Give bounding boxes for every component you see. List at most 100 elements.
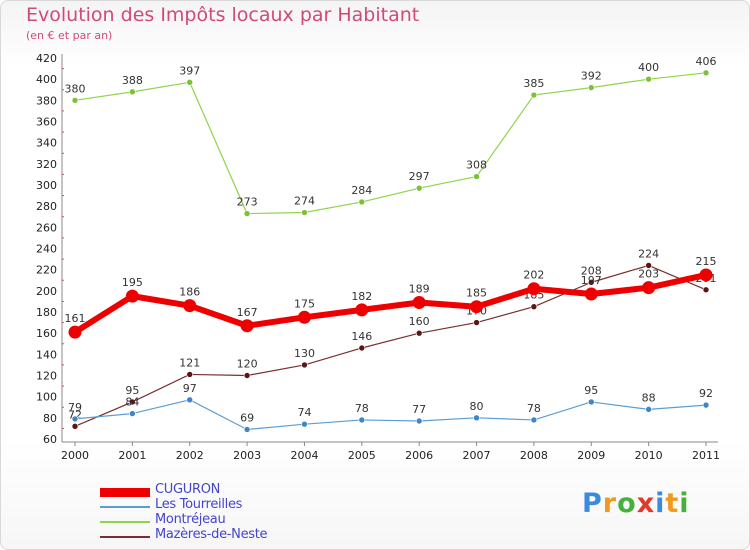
data-point-mazeres-de-neste <box>587 279 595 286</box>
data-label-les-tourreilles: 74 <box>297 406 311 419</box>
chart-subtitle: (en € et par an) <box>26 29 113 42</box>
data-point-montrejeau <box>415 184 423 192</box>
data-label-montrejeau: 392 <box>581 70 602 83</box>
logo-letter: o <box>617 488 637 519</box>
data-label-cuguron: 197 <box>581 274 602 287</box>
data-label-cuguron: 161 <box>65 312 86 325</box>
data-point-les-tourreilles <box>129 410 136 417</box>
y-tick-label: 160 <box>36 327 57 340</box>
data-label-montrejeau: 400 <box>638 61 659 74</box>
y-tick-label: 360 <box>36 116 57 129</box>
data-label-montrejeau: 308 <box>466 159 487 172</box>
data-label-montrejeau: 397 <box>179 64 200 77</box>
data-label-les-tourreilles: 80 <box>470 400 484 413</box>
x-tick-label: 2002 <box>176 449 204 462</box>
data-point-cuguron <box>527 282 541 296</box>
data-label-montrejeau: 297 <box>409 170 430 183</box>
x-tick-label: 2006 <box>405 449 433 462</box>
y-tick-label: 220 <box>36 264 57 277</box>
data-label-mazeres-de-neste: 224 <box>638 247 659 260</box>
y-tick-label: 140 <box>36 348 57 361</box>
legend-label: Les Tourreilles <box>155 497 243 512</box>
y-tick-label: 420 <box>36 52 57 65</box>
data-label-mazeres-de-neste: 121 <box>179 356 200 369</box>
data-label-montrejeau: 273 <box>237 196 258 209</box>
data-point-cuguron <box>297 310 311 324</box>
series-line-cuguron <box>72 271 709 336</box>
x-tick-label: 2009 <box>577 449 605 462</box>
data-label-cuguron: 189 <box>409 282 430 295</box>
x-tick-label: 2011 <box>692 449 720 462</box>
data-point-cuguron <box>699 268 713 282</box>
x-tick-label: 2008 <box>520 449 548 462</box>
data-point-cuguron <box>68 325 82 339</box>
data-label-cuguron: 186 <box>179 286 200 299</box>
y-tick-label: 400 <box>36 73 57 86</box>
data-label-montrejeau: 388 <box>122 74 143 87</box>
data-label-cuguron: 182 <box>351 290 372 303</box>
x-tick-label: 2005 <box>348 449 376 462</box>
data-label-montrejeau: 274 <box>294 195 315 208</box>
x-tick-label: 2007 <box>463 449 491 462</box>
data-point-montrejeau <box>587 84 595 91</box>
x-tick-label: 2001 <box>118 449 146 462</box>
data-point-montrejeau <box>129 88 136 96</box>
data-label-mazeres-de-neste: 120 <box>237 358 258 371</box>
data-point-mazeres-de-neste <box>186 371 194 378</box>
y-tick-label: 240 <box>36 243 57 256</box>
data-point-mazeres-de-neste <box>473 319 480 326</box>
data-label-cuguron: 175 <box>294 297 315 310</box>
data-point-mazeres-de-neste <box>129 398 136 406</box>
data-point-montrejeau <box>645 75 652 83</box>
data-point-les-tourreilles <box>415 417 423 425</box>
data-point-cuguron <box>183 299 197 313</box>
data-point-les-tourreilles <box>702 401 710 409</box>
data-label-cuguron: 202 <box>523 269 544 282</box>
legend-label: Mazères-de-Neste <box>155 527 268 542</box>
data-label-cuguron: 185 <box>466 287 487 300</box>
data-point-montrejeau <box>186 79 194 86</box>
data-label-montrejeau: 284 <box>351 184 372 197</box>
data-point-montrejeau <box>301 209 308 216</box>
data-label-mazeres-de-neste: 95 <box>125 384 139 397</box>
data-point-les-tourreilles <box>587 398 595 406</box>
data-point-les-tourreilles <box>358 416 366 424</box>
logo-letter: i <box>655 488 666 519</box>
data-label-les-tourreilles: 69 <box>240 411 254 424</box>
data-label-cuguron: 215 <box>696 255 717 268</box>
y-tick-label: 200 <box>36 285 57 298</box>
y-tick-label: 180 <box>36 306 57 319</box>
data-label-montrejeau: 385 <box>523 77 544 90</box>
data-label-les-tourreilles: 95 <box>584 384 598 397</box>
legend-label: Montréjeau <box>155 512 226 527</box>
y-tick-label: 340 <box>36 137 57 150</box>
logo-letter: t <box>665 488 680 519</box>
data-point-mazeres-de-neste <box>301 361 308 369</box>
x-tick-label: 2010 <box>635 449 663 462</box>
data-point-les-tourreilles <box>71 415 79 423</box>
y-tick-label: 60 <box>43 433 57 446</box>
data-label-les-tourreilles: 78 <box>527 402 541 415</box>
data-label-cuguron: 195 <box>122 276 143 289</box>
logo-letter: i <box>679 488 690 519</box>
logo-letter: x <box>636 488 656 519</box>
data-point-les-tourreilles <box>243 426 251 433</box>
data-label-les-tourreilles: 88 <box>642 391 656 404</box>
data-label-mazeres-de-neste: 130 <box>294 347 315 360</box>
data-label-montrejeau: 380 <box>65 82 86 95</box>
data-point-montrejeau <box>358 198 366 206</box>
data-point-montrejeau <box>530 91 538 99</box>
data-point-mazeres-de-neste <box>530 303 538 311</box>
x-tick-label: 2004 <box>290 449 318 462</box>
data-point-montrejeau <box>702 69 710 77</box>
logo-letter: P <box>582 488 603 519</box>
data-label-cuguron: 167 <box>237 306 258 319</box>
data-point-mazeres-de-neste <box>702 286 710 294</box>
series-line-mazeres-de-neste <box>74 264 707 427</box>
legend-swatch <box>100 521 150 523</box>
legend-label: CUGURON <box>155 482 221 497</box>
data-label-montrejeau: 406 <box>696 55 717 68</box>
data-label-mazeres-de-neste: 160 <box>409 315 430 328</box>
y-tick-label: 380 <box>36 94 57 107</box>
